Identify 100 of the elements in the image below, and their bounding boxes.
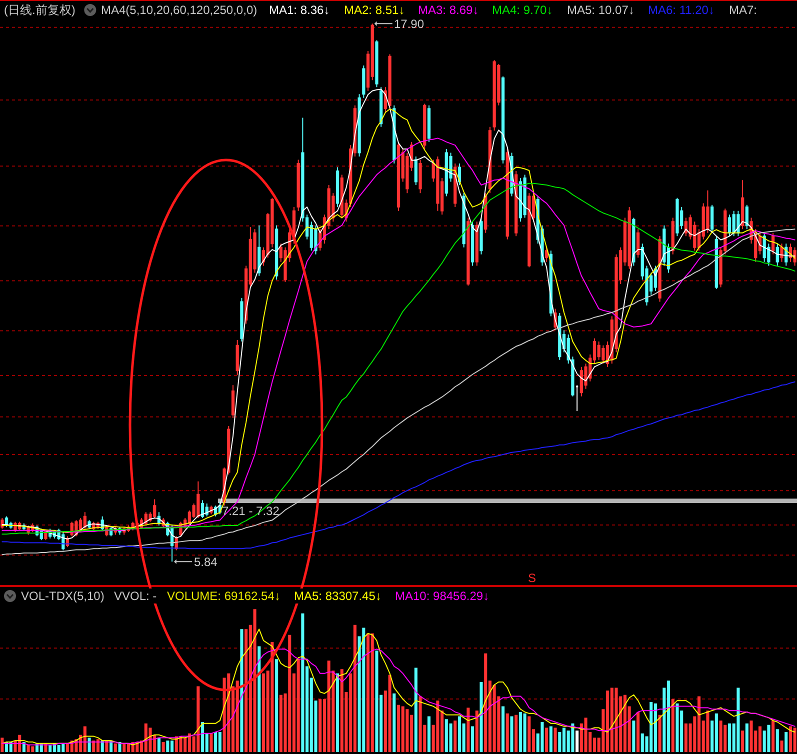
- bar: [466, 708, 470, 752]
- bar: [554, 728, 557, 752]
- bar: [502, 706, 505, 752]
- bar: [671, 699, 674, 752]
- bar: [549, 726, 552, 752]
- bar: [492, 684, 496, 752]
- candlestick: [375, 40, 378, 88]
- bar: [545, 728, 548, 752]
- bar: [767, 724, 770, 752]
- text: VOLUME: 69162.54↓: [167, 589, 280, 603]
- bar: [62, 743, 65, 752]
- text: MA6: 11.20↓: [648, 3, 714, 17]
- candlestick: [314, 224, 318, 255]
- bar: [388, 674, 392, 752]
- candlestick: [736, 210, 740, 237]
- bar: [436, 700, 440, 752]
- bar: [96, 739, 100, 752]
- bar: [244, 629, 248, 752]
- bar: [484, 653, 488, 752]
- chart-title: (日线.前复权): [4, 3, 76, 17]
- bar: [780, 740, 784, 752]
- candlestick: [358, 94, 361, 157]
- text: S: [528, 571, 536, 585]
- bar: [296, 659, 300, 752]
- bar: [697, 696, 701, 752]
- bar: [366, 633, 370, 752]
- candlestick: [740, 180, 744, 230]
- candlestick: [231, 384, 235, 418]
- bar: [584, 718, 588, 752]
- bar: [262, 673, 266, 752]
- bar: [636, 712, 640, 752]
- candlestick: [636, 228, 640, 258]
- bar: [449, 723, 452, 752]
- bar: [414, 668, 418, 752]
- bar: [0, 738, 4, 752]
- candlestick: [470, 221, 474, 266]
- candlestick: [523, 174, 526, 218]
- bar: [362, 628, 366, 752]
- bar: [270, 642, 274, 752]
- bar: [370, 633, 374, 752]
- candlestick: [602, 344, 605, 364]
- text: VVOL: -: [114, 589, 157, 603]
- text: MA1: 8.36↓: [269, 3, 330, 17]
- bar: [327, 660, 330, 752]
- candlestick: [545, 246, 548, 262]
- bar: [506, 713, 509, 752]
- bar: [758, 726, 762, 752]
- text: MA5: 10.07↓: [567, 3, 634, 17]
- candlestick: [492, 60, 496, 132]
- bar: [427, 716, 431, 752]
- bar: [540, 722, 544, 752]
- text: MA3: 8.69↓: [418, 3, 479, 17]
- bar: [222, 678, 226, 752]
- text: MA4(5,10,20,60,120,250,0,0): [101, 3, 258, 17]
- annotation: 5.84: [194, 555, 218, 569]
- candlestick: [628, 206, 631, 270]
- bar: [523, 713, 526, 752]
- candlestick: [258, 224, 261, 276]
- text: MA5: 83307.45↓: [294, 589, 382, 603]
- bar: [654, 703, 657, 752]
- bar: [776, 729, 779, 752]
- candlestick: [632, 217, 636, 266]
- candlestick: [396, 141, 400, 212]
- candlestick: [274, 224, 278, 280]
- candlestick: [676, 197, 679, 237]
- candlestick: [296, 159, 300, 212]
- bar: [275, 659, 278, 752]
- text: MA2: 8.51↓: [344, 3, 405, 17]
- candlestick: [427, 104, 431, 142]
- bar: [728, 723, 732, 752]
- candlestick: [480, 217, 483, 255]
- bar: [454, 720, 457, 752]
- candlestick: [380, 86, 383, 128]
- bar: [240, 629, 244, 752]
- candlestick: [466, 217, 470, 286]
- candlestick: [776, 243, 779, 266]
- candlestick: [671, 217, 674, 255]
- annotation: 17.90: [394, 17, 424, 31]
- bar: [571, 723, 574, 752]
- candlestick: [728, 214, 732, 237]
- bar: [480, 682, 483, 752]
- bar: [166, 740, 170, 752]
- candlestick: [418, 159, 422, 194]
- bar: [719, 720, 722, 752]
- candlestick: [83, 512, 86, 530]
- bar: [576, 730, 579, 752]
- bar: [148, 728, 152, 752]
- bar: [318, 699, 322, 752]
- bar: [658, 714, 662, 752]
- candlestick: [506, 148, 509, 240]
- bar: [114, 743, 117, 752]
- bar: [92, 740, 96, 752]
- candlestick: [388, 54, 392, 110]
- bar: [57, 744, 60, 752]
- candlestick: [710, 204, 714, 234]
- bar: [196, 686, 200, 752]
- candlestick: [576, 384, 579, 412]
- bar: [724, 724, 727, 752]
- bar: [406, 709, 409, 752]
- candlestick: [501, 76, 505, 164]
